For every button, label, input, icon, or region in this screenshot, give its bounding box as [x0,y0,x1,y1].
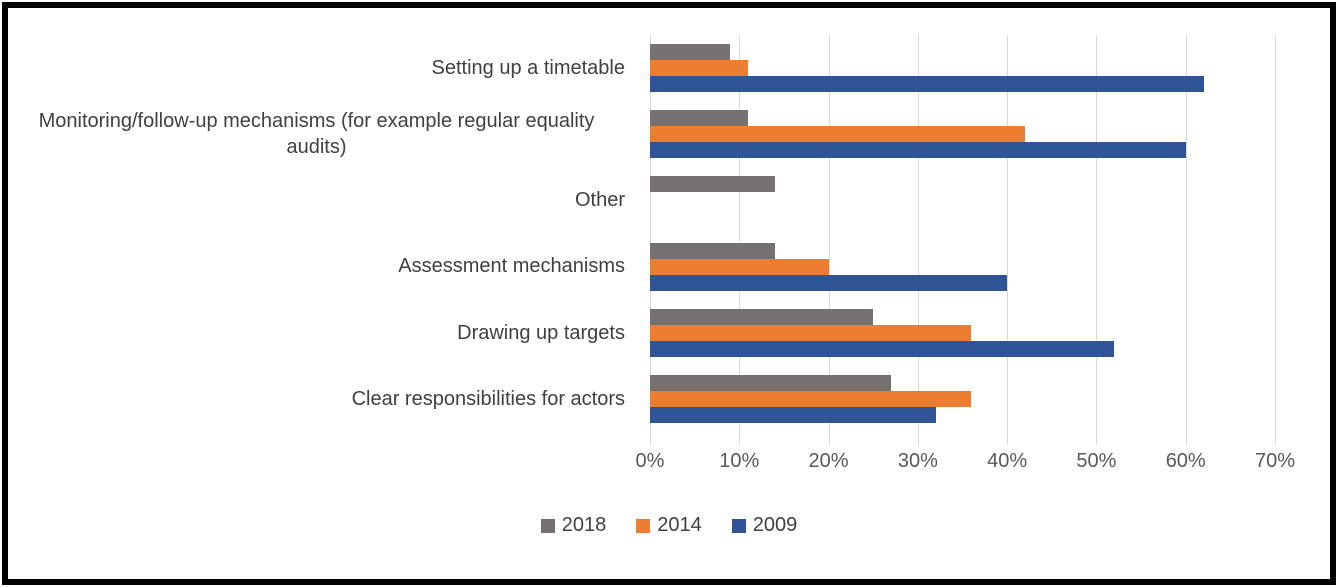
legend-item-2018: 2018 [540,514,607,537]
bar-2009 [650,142,1186,159]
category-axis-labels: Setting up a timetable Monitoring/follow-… [8,35,650,432]
legend: 2018 2014 2009 [8,514,1330,537]
bar-2014 [650,126,1025,143]
category-label: Monitoring/follow-up mechanisms (for exa… [8,101,625,167]
bar-group [650,101,1275,167]
gridline [1096,35,1098,445]
legend-label: 2018 [561,514,607,536]
x-axis-tick-label: 30% [897,450,938,472]
x-axis-labels: 0% 10% 20% 30% 40% 50% 60% 70% [636,432,1295,484]
bar-2018 [650,44,731,61]
gridline [650,35,651,445]
bar-2018 [650,110,749,127]
legend-label: 2009 [752,514,798,536]
category-label-text: Assessment mechanisms [398,255,625,278]
bar-2014 [650,390,972,407]
legend-item-2014: 2014 [636,514,702,537]
bar-group [650,167,1275,233]
legend-label: 2014 [657,514,702,536]
x-axis-tick-label: 70% [1254,450,1296,472]
gridline [1185,35,1187,445]
plot-area [650,35,1276,445]
bar-2014 [650,258,829,275]
gridline [739,35,741,445]
x-axis-tick-label: 50% [1076,450,1117,472]
legend-item-2009: 2009 [731,514,798,537]
x-axis-tick-label: 0% [635,450,665,472]
category-label-text: Monitoring/follow-up mechanisms (for exa… [38,109,595,159]
x-axis-tick-label: 40% [987,450,1028,472]
bar-2009 [650,406,936,423]
gridline [828,35,830,445]
bar-2018 [650,308,874,325]
bar-2009 [650,76,1204,93]
category-label: Clear responsibilities for actors [8,366,625,432]
gridline [917,35,919,445]
gridline [1007,35,1009,445]
category-label: Assessment mechanisms [8,234,625,300]
category-label-text: Setting up a timetable [431,56,625,79]
category-label: Other [8,167,625,233]
gridline [1275,35,1276,445]
legend-swatch-icon [731,518,746,533]
bar-group [650,234,1275,300]
gridlines [650,35,1276,445]
chart-body: Setting up a timetable Monitoring/follow-… [8,35,1330,445]
bar-2014 [650,324,972,341]
bar-2009 [650,340,1115,357]
category-label-text: Other [574,189,625,212]
category-label: Setting up a timetable [8,35,625,101]
x-axis-tick-label: 10% [719,450,760,472]
bar-2018 [650,374,892,391]
category-label: Drawing up targets [8,300,625,366]
bar-chart: Setting up a timetable Monitoring/follow-… [8,8,1330,579]
bar-group [650,366,1275,432]
bar-2009 [650,274,1008,291]
bar-2014 [650,60,749,77]
category-label-text: Clear responsibilities for actors [351,387,625,410]
x-axis-tick-label: 20% [808,450,849,472]
bar-2018 [650,176,775,193]
x-axis-tick-label: 60% [1165,450,1206,472]
legend-swatch-icon [636,518,651,533]
bar-2018 [650,242,775,259]
bar-group [650,300,1275,366]
bar-group [650,35,1275,101]
legend-swatch-icon [540,518,555,533]
bars-container [650,35,1275,432]
category-label-text: Drawing up targets [457,321,625,344]
